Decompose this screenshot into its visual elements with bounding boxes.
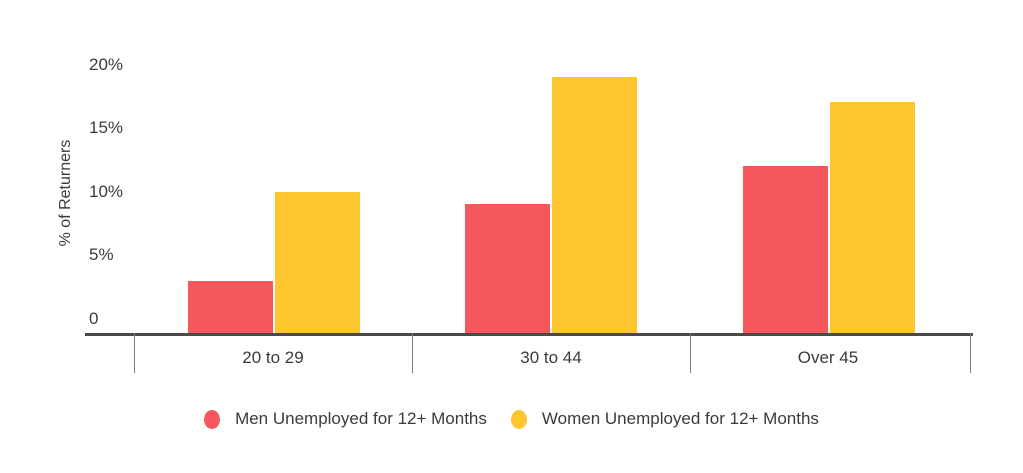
bar-women-30-to-44 <box>552 76 637 334</box>
bar-women-over-45 <box>829 102 915 334</box>
legend-label-women: Women Unemployed for 12+ Months <box>541 409 819 428</box>
bar-men-30-to-44 <box>465 204 550 334</box>
legend-label-men: Men Unemployed for 12+ Months <box>235 409 487 428</box>
x-axis-tick <box>412 333 413 373</box>
bar-men-20-to-29 <box>187 280 273 334</box>
y-tick-label-20: 20% <box>89 55 124 74</box>
y-axis-title: % of Returners <box>57 139 74 247</box>
y-tick-label-15: 15% <box>89 118 124 137</box>
category-label-20-to-29: 20 to 29 <box>242 348 304 367</box>
y-tick-label-10: 10% <box>89 182 124 201</box>
x-axis-tick <box>690 333 691 373</box>
legend: Men Unemployed for 12+ Months Women Unem… <box>0 409 1023 429</box>
y-tick-label-0: 0 <box>89 309 99 328</box>
x-axis-tick <box>134 333 135 373</box>
x-axis-tick <box>970 333 971 373</box>
category-label-30-to-44: 30 to 44 <box>520 348 582 367</box>
y-tick-label-5: 5% <box>89 245 114 264</box>
legend-marker-men-icon <box>204 409 221 429</box>
bar-men-over-45 <box>742 166 828 334</box>
legend-marker-women-icon <box>510 409 527 429</box>
legend-item-men: Men Unemployed for 12+ Months <box>204 409 487 429</box>
bar-women-20-to-29 <box>274 191 360 334</box>
x-axis-line <box>85 333 973 336</box>
legend-item-women: Women Unemployed for 12+ Months <box>510 409 819 429</box>
category-label-over-45: Over 45 <box>797 348 859 367</box>
